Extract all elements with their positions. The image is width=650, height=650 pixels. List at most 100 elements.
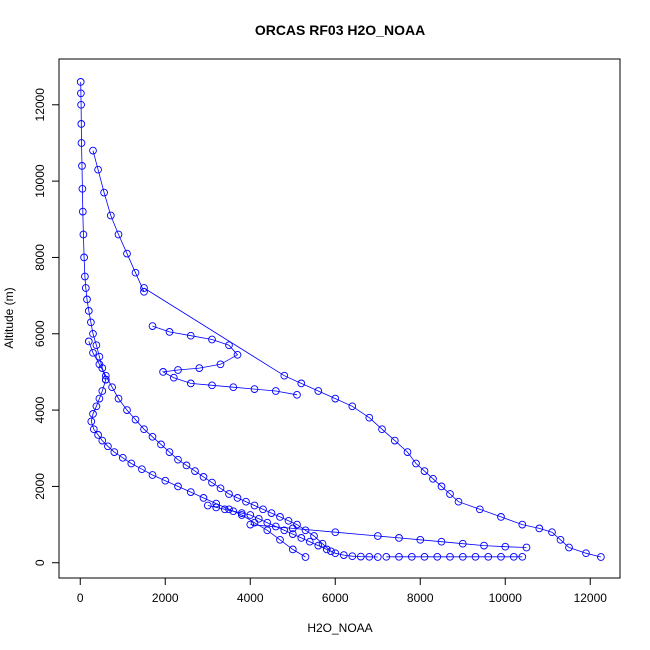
data-point [301,526,310,535]
series-line [207,505,378,558]
data-point [237,511,246,519]
data-point [182,461,191,470]
x-tick-label: 0 [77,591,84,605]
data-point [140,425,148,434]
data-point [78,184,87,193]
data-point [123,249,131,258]
data-point [480,541,488,550]
data-point [395,534,403,542]
data-point [140,284,148,292]
data-point [497,552,505,561]
data-point [454,497,463,506]
data-point [77,120,86,128]
series-layer [76,78,605,561]
x-tick-label: 4000 [237,591,264,605]
data-point [148,322,157,330]
data-point [80,253,88,262]
data-point [94,431,102,439]
data-point [87,417,96,426]
data-point [77,89,85,98]
data-point [250,501,259,510]
data-point [246,520,255,529]
data-point [87,318,95,327]
data-point [403,448,412,456]
data-point [471,552,480,561]
data-point [159,368,167,376]
data-point [446,552,454,561]
data-point [89,329,97,338]
data-point [518,520,527,529]
y-tick-label: 4000 [33,396,47,423]
x-tick-label: 8000 [407,591,434,605]
series-profile-surface-flat [382,552,527,561]
data-point [174,482,182,491]
data-point [199,494,208,502]
x-tick-label: 2000 [152,591,179,605]
data-point [518,552,527,561]
data-point [322,545,331,554]
data-point [250,385,259,393]
data-point [267,509,276,517]
y-tick-label: 6000 [33,320,47,347]
data-point [458,552,467,561]
series-line [143,287,601,558]
data-point [548,528,556,537]
data-point [78,207,87,216]
data-point [276,513,284,521]
data-point [501,542,510,551]
series-line [152,325,298,396]
x-tick-label: 12000 [574,591,608,605]
data-point [437,482,446,491]
data-point [497,513,505,521]
data-point [297,379,306,388]
data-point [395,552,403,561]
data-point [165,448,174,456]
data-point [484,552,493,561]
data-point [89,146,97,155]
data-point [220,505,229,514]
series-profile-low-level [203,501,382,561]
data-point [475,505,484,514]
data-point [100,188,108,197]
data-point [348,402,357,411]
data-point [437,537,446,546]
data-point [458,539,467,548]
data-point [327,547,335,556]
series-profile-humid-layer [140,284,605,561]
data-point [79,230,88,239]
data-point [84,337,93,346]
data-point [373,532,382,540]
data-point [293,390,301,399]
data-point [77,139,86,147]
data-point [92,341,101,350]
data-point [161,476,170,485]
data-point [127,459,136,468]
data-point [186,379,195,388]
data-point [95,360,104,369]
data-point [407,552,416,561]
data-point [280,526,289,535]
data-point [420,552,429,561]
data-point [416,535,425,544]
data-point [83,295,91,304]
data-point [81,272,89,281]
data-point [195,364,204,372]
data-point [509,552,518,561]
data-point [348,552,357,561]
y-tick-label: 8000 [33,244,47,271]
data-point [301,553,310,561]
data-point [288,530,297,538]
data-point [229,383,238,392]
data-point [199,473,208,481]
data-point [78,162,86,170]
data-point [522,543,531,552]
data-point [331,528,340,537]
data-point [331,394,340,403]
data-point [76,78,85,86]
series-profile-descent-mid [84,337,335,556]
plot-frame [58,58,621,579]
y-axis: 0 2000 4000 6000 8000 10000 12000 [33,88,60,566]
data-point [250,518,259,527]
data-point [284,516,293,525]
